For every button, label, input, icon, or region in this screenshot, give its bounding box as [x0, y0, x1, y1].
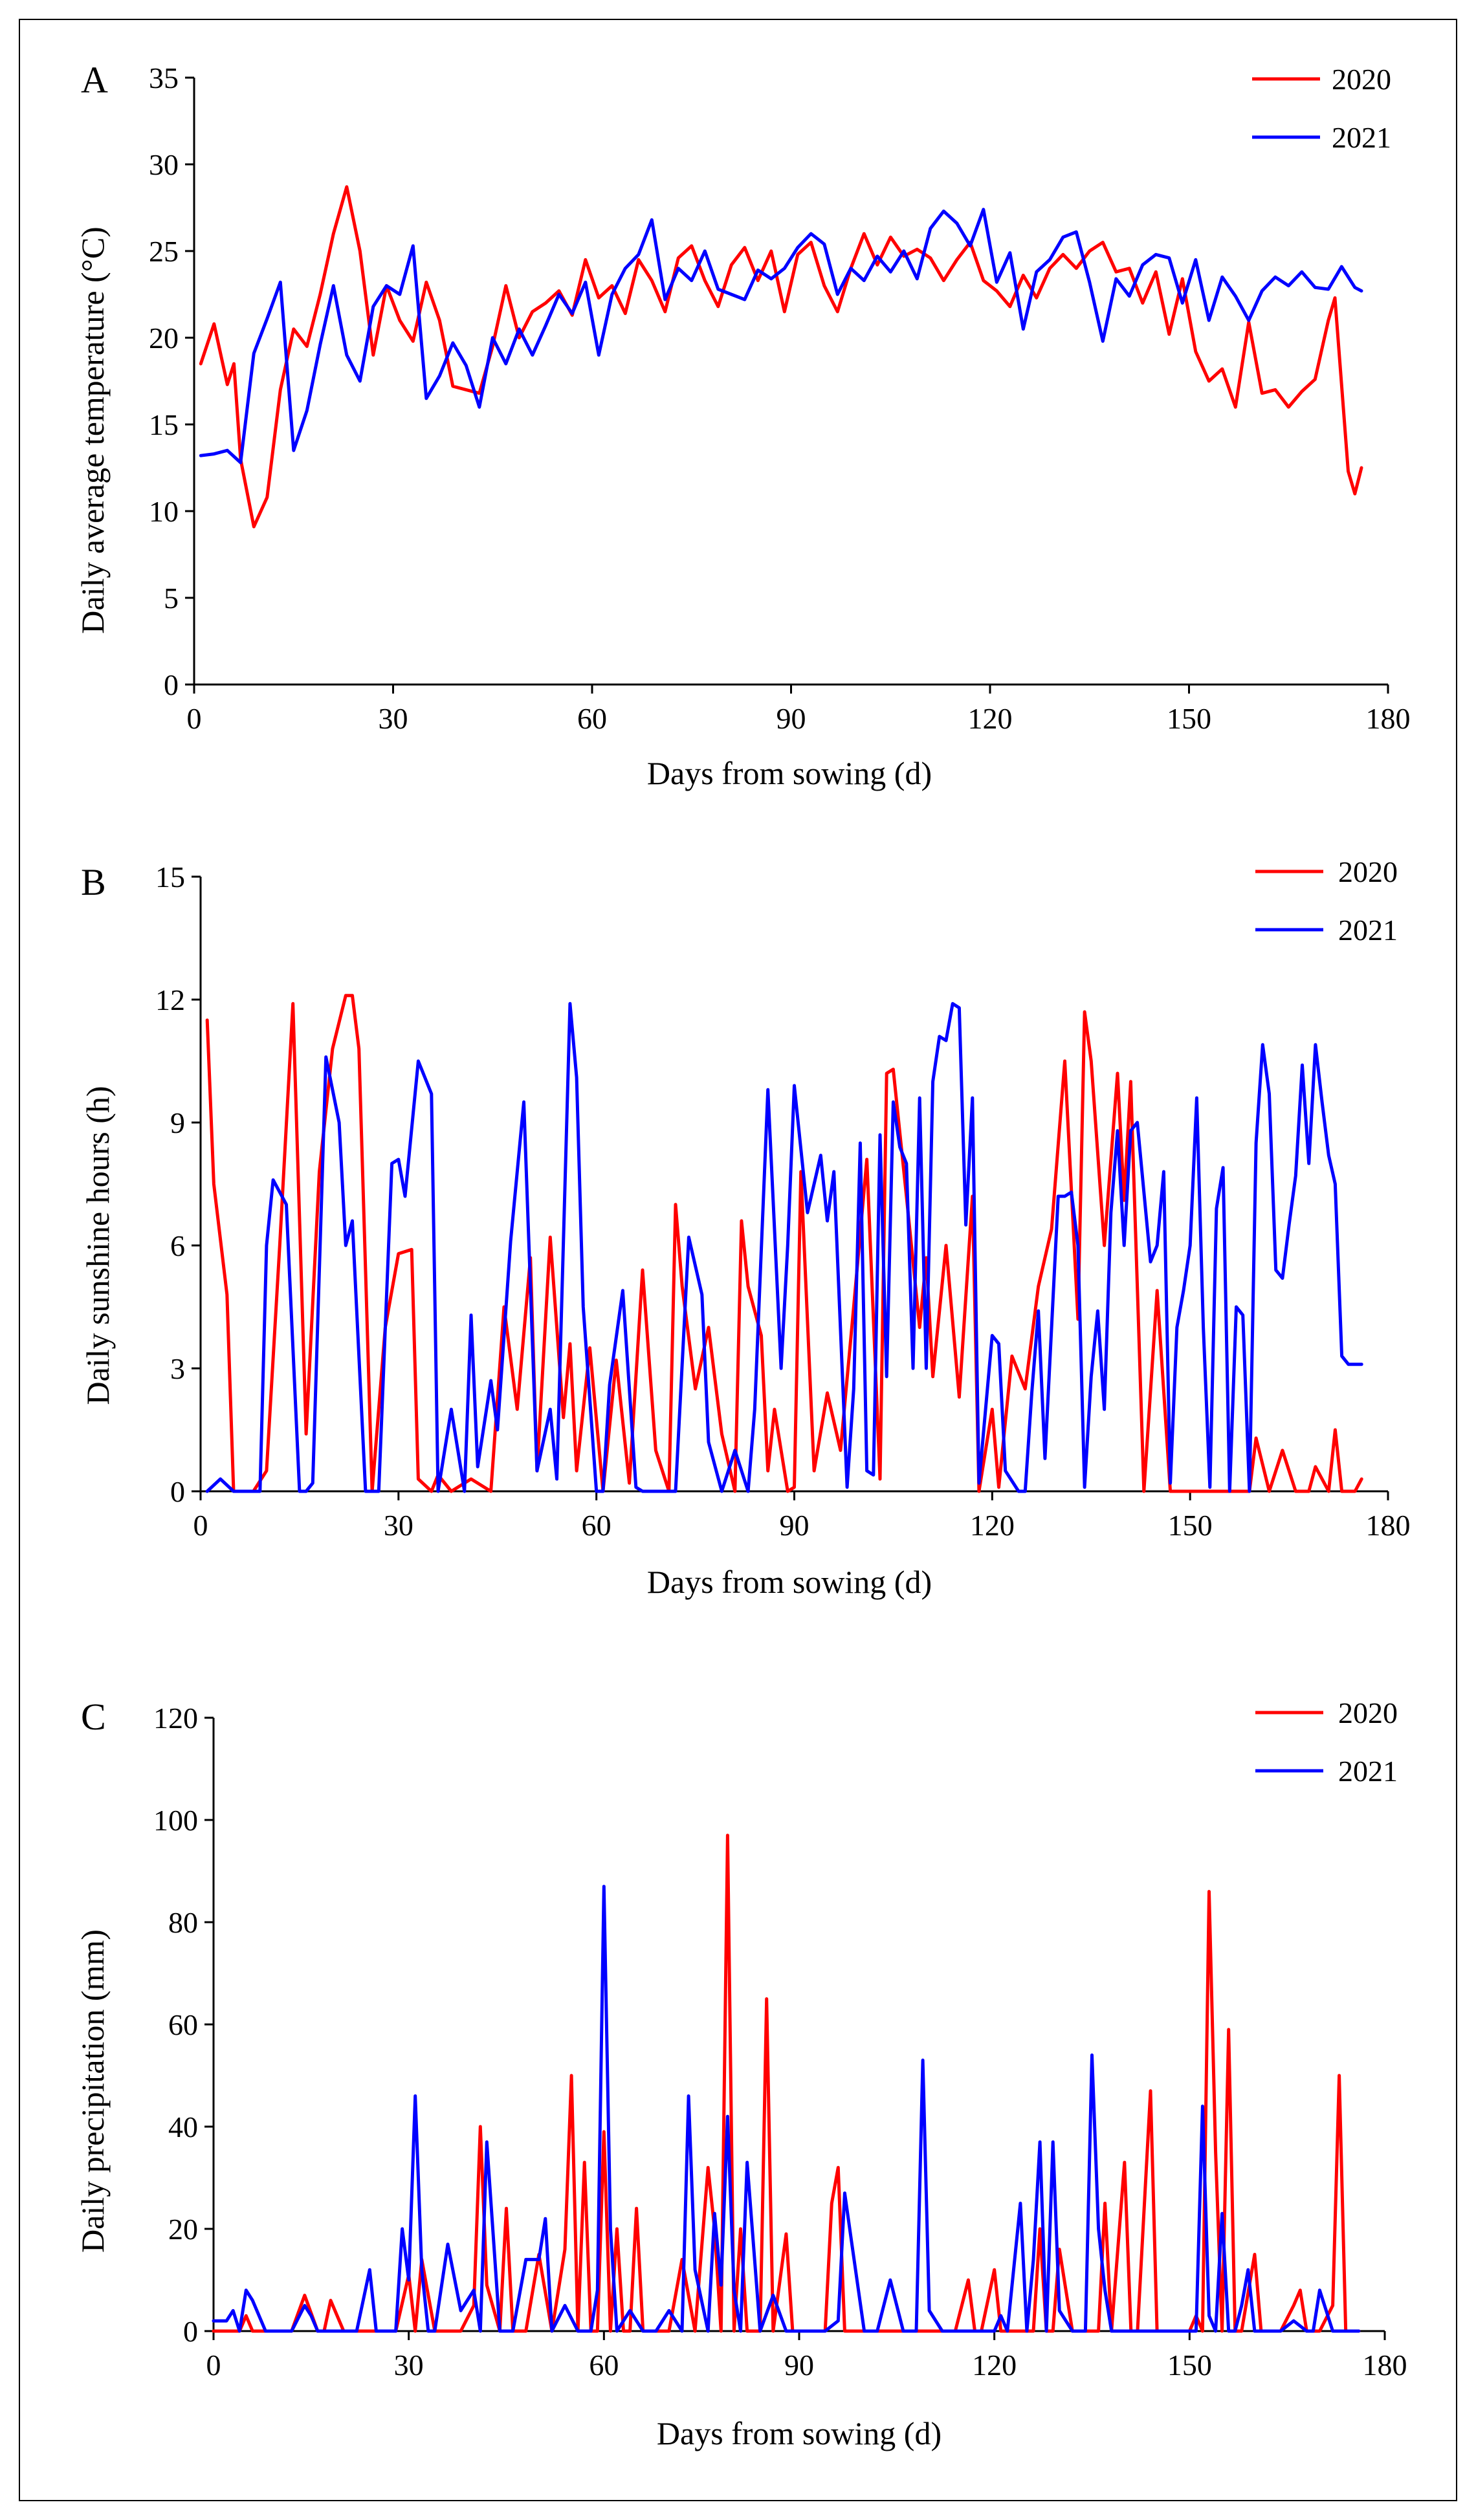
x-tick-label: 60	[582, 1509, 611, 1542]
x-tick-label: 180	[1366, 1509, 1411, 1542]
x-tick-label: 30	[379, 702, 408, 735]
y-tick-label: 35	[149, 61, 179, 94]
series-line-2020	[212, 1834, 1361, 2333]
legend-label-2020: 2020	[1332, 63, 1391, 96]
series-line-2021	[205, 1002, 1363, 1493]
x-tick-label: 150	[1167, 702, 1211, 735]
y-tick-label: 12	[155, 983, 185, 1016]
x-tick-label: 150	[1168, 1509, 1213, 1542]
x-axis-label: Days from sowing (d)	[647, 755, 932, 791]
panel-letter: B	[81, 861, 106, 903]
series-line-2021	[199, 208, 1363, 465]
y-tick-label: 20	[149, 322, 179, 355]
plot-area: 0 5 10 15 20 25 30 35 0 30 60 90 120 150 180	[149, 61, 1411, 735]
legend-label-2021: 2021	[1338, 1755, 1398, 1788]
x-tick-label: 180	[1366, 702, 1411, 735]
y-tick-label: 5	[164, 582, 179, 615]
y-axis-label: Daily precipitation (mm)	[74, 1929, 111, 2253]
plot-area: 0 20 40 60 80 100 120 0 30 60 90 120 150 180	[153, 1702, 1407, 2382]
legend-label-2021: 2021	[1338, 914, 1398, 947]
y-tick-label: 40	[168, 2110, 198, 2143]
x-tick-label: 0	[206, 2349, 221, 2382]
y-tick-label: 80	[168, 1906, 198, 1939]
legend-label-2021: 2021	[1332, 121, 1391, 154]
y-axis-label: Daily sunshine hours (h)	[80, 1086, 116, 1405]
y-tick-label: 10	[149, 495, 179, 528]
x-tick-label: 180	[1363, 2349, 1407, 2382]
x-tick-label: 150	[1167, 2349, 1212, 2382]
x-tick-label: 120	[972, 2349, 1017, 2382]
y-axis-label: Daily average temperature (°C)	[74, 226, 111, 633]
legend: 2020 2021	[1252, 63, 1391, 154]
x-tick-label: 90	[784, 2349, 814, 2382]
y-tick-label: 30	[149, 148, 179, 181]
x-tick-label: 90	[777, 702, 806, 735]
x-tick-label: 90	[780, 1509, 810, 1542]
y-tick-label: 20	[168, 2213, 198, 2246]
series-line-2020	[205, 994, 1363, 1493]
y-tick-label: 9	[170, 1106, 185, 1139]
y-tick-label: 15	[149, 408, 179, 441]
x-axis-label: Days from sowing (d)	[657, 2415, 942, 2451]
legend: 2020 2021	[1255, 855, 1398, 947]
x-tick-label: 60	[589, 2349, 619, 2382]
series-line-2021	[212, 1885, 1361, 2333]
panel-a: A Daily average temperature (°C) Days fr…	[74, 59, 1411, 791]
x-tick-label: 30	[384, 1509, 413, 1542]
y-tick-label: 0	[164, 668, 179, 701]
x-tick-label: 120	[968, 702, 1013, 735]
x-tick-label: 0	[193, 1509, 208, 1542]
x-axis-label: Days from sowing (d)	[647, 1564, 932, 1600]
figure-border	[19, 19, 1457, 2501]
panel-letter: A	[81, 59, 108, 101]
x-tick-label: 60	[577, 702, 607, 735]
y-tick-label: 0	[183, 2315, 198, 2348]
y-tick-label: 6	[170, 1229, 185, 1262]
y-tick-label: 100	[153, 1804, 198, 1837]
y-tick-label: 120	[153, 1702, 198, 1735]
legend: 2020 2021	[1255, 1696, 1398, 1788]
y-tick-label: 3	[170, 1352, 185, 1385]
x-tick-label: 30	[394, 2349, 424, 2382]
legend-label-2020: 2020	[1338, 1696, 1398, 1729]
x-tick-label: 0	[187, 702, 202, 735]
panel-b: B Daily sunshine hours (h) Days from sow…	[80, 855, 1411, 1600]
y-tick-label: 25	[149, 235, 179, 268]
y-tick-label: 60	[168, 2008, 198, 2041]
x-tick-label: 120	[970, 1509, 1015, 1542]
series-line-2020	[199, 185, 1363, 529]
y-tick-label: 15	[155, 860, 185, 893]
y-tick-label: 0	[170, 1475, 185, 1508]
panel-c: C Daily precipitation (mm) Days from sow…	[74, 1696, 1407, 2451]
panel-letter: C	[81, 1696, 106, 1738]
legend-label-2020: 2020	[1338, 855, 1398, 888]
